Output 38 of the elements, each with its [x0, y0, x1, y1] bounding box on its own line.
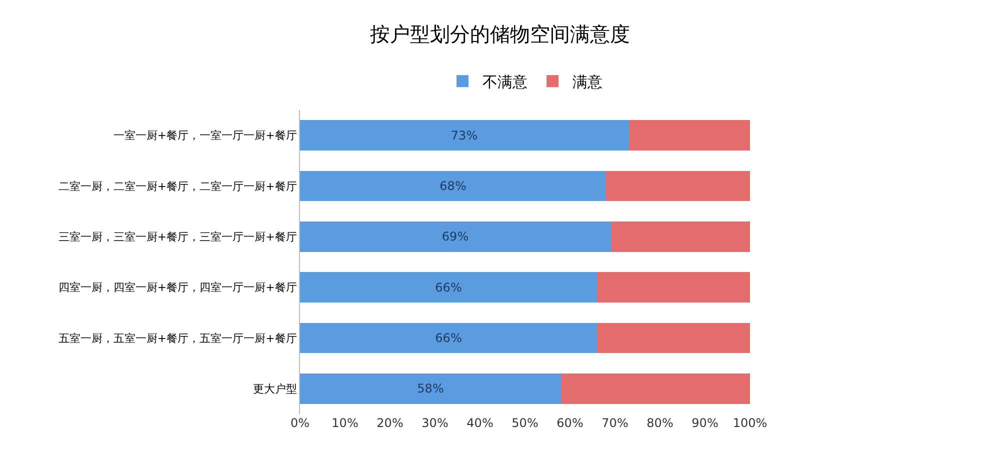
x-tick-label: 100%	[732, 416, 768, 430]
legend-label: 不满意	[482, 72, 528, 91]
y-tick-label: 一室一厨+餐厅，一室一厅一厨+餐厅	[113, 129, 297, 142]
bar	[300, 272, 597, 303]
bar	[300, 120, 628, 151]
data-label: 58%	[417, 382, 444, 396]
x-tick-label: 80%	[646, 416, 674, 430]
x-tick-label: 40%	[466, 416, 494, 430]
x-tick-label: 50%	[512, 416, 538, 430]
chart-title: 按户型划分的储物空间满意度	[370, 22, 630, 46]
bar	[300, 170, 606, 202]
x-tick-label: 10%	[332, 416, 358, 430]
data-label: 73%	[450, 128, 478, 142]
bar	[628, 120, 750, 151]
y-tick-label: 更大户型	[252, 382, 297, 396]
x-tick-label: 20%	[376, 416, 404, 430]
bar	[597, 272, 750, 303]
bar	[300, 322, 597, 354]
bar	[597, 322, 750, 354]
bar	[300, 221, 610, 252]
y-tick-label: 五室一厨，五室一厨+餐厅，五室一厅一厨+餐厅	[58, 332, 297, 345]
bar	[561, 373, 750, 404]
y-tick-label: 三室一厨，三室一厨+餐厅，三室一厅一厨+餐厅	[58, 230, 297, 244]
x-tick-label: 30%	[422, 416, 448, 430]
x-tick-label: 70%	[602, 416, 628, 430]
y-tick-label: 二室一厨，二室一厨+餐厅，二室一厅一厨+餐厅	[58, 180, 297, 193]
legend-label: 满意	[572, 72, 602, 91]
bar	[300, 373, 561, 404]
data-label: 66%	[435, 280, 462, 294]
y-tick-label: 四室一厨，四室一厨+餐厅，四室一厅一厨+餐厅	[58, 281, 297, 294]
data-label: 66%	[435, 331, 462, 345]
bar	[610, 221, 750, 252]
x-tick-label: 0%	[290, 416, 310, 430]
bar	[606, 170, 750, 202]
x-tick-label: 60%	[556, 416, 584, 430]
data-label: 69%	[442, 230, 469, 244]
data-label: 68%	[440, 179, 466, 193]
x-tick-label: 90%	[692, 416, 718, 430]
